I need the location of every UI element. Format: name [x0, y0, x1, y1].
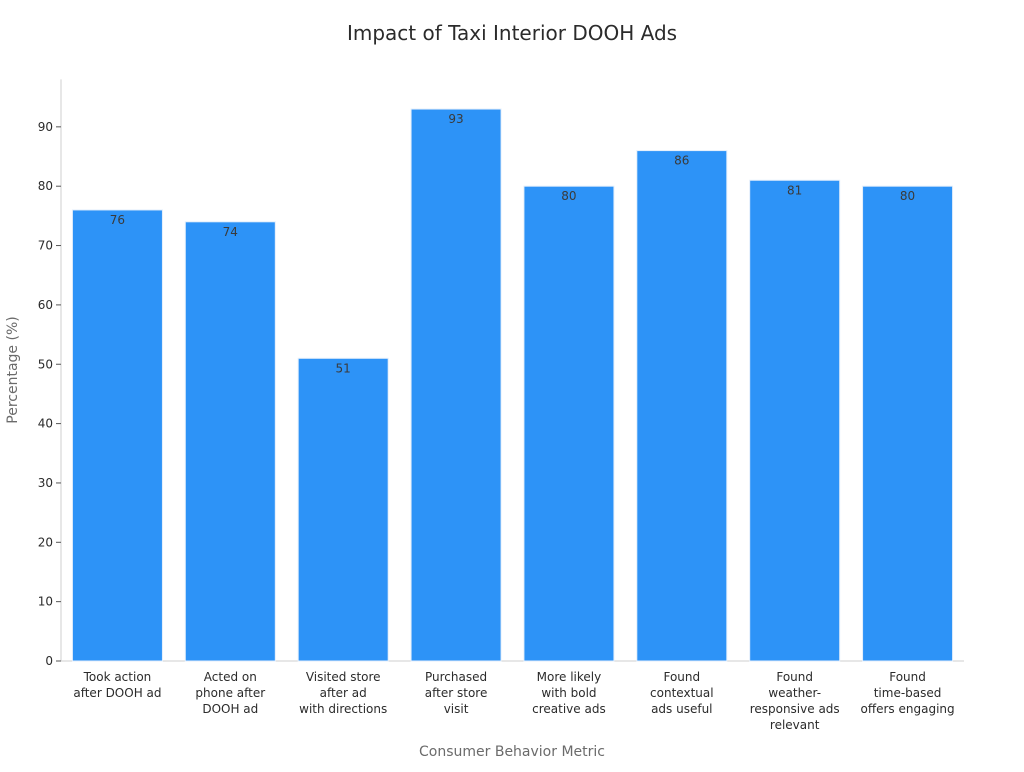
x-tick-label-line: Found: [663, 670, 700, 684]
data-labels: 76 74 51 93 80 86 81 80: [110, 112, 915, 375]
x-tick-label-line: DOOH ad: [202, 702, 258, 716]
x-tick-label-line: relevant: [770, 718, 820, 732]
x-tick-label-line: Found: [889, 670, 926, 684]
x-tick-label: Purchased after store visit: [425, 670, 488, 716]
x-tick-label-line: contextual: [650, 686, 714, 700]
x-axis-title: Consumer Behavior Metric: [419, 744, 605, 760]
x-tick-label: Acted on phone after DOOH ad: [195, 670, 265, 716]
x-tick-label-line: ads useful: [651, 702, 712, 716]
y-tick-label: 60: [38, 298, 53, 312]
bar-value-label: 74: [223, 225, 238, 239]
bar-value-label: 76: [110, 213, 125, 227]
x-tick-label-line: Took action: [83, 670, 152, 684]
bar: [862, 185, 954, 662]
x-tick-label-line: after DOOH ad: [73, 686, 161, 700]
x-tick-label: Found contextual ads useful: [650, 670, 714, 716]
y-tick-label: 0: [45, 654, 53, 668]
x-tick-label-line: with bold: [541, 686, 596, 700]
y-tick-label: 70: [38, 239, 53, 253]
x-tick-label-line: visit: [444, 702, 469, 716]
y-tick-label: 50: [38, 357, 53, 371]
x-tick-label: More likely with bold creative ads: [532, 670, 606, 716]
bar-value-label: 81: [787, 183, 802, 197]
bar-value-label: 80: [561, 189, 576, 203]
x-tick-label: Found weather-responsive ads relevant: [750, 670, 840, 732]
x-tick-label-line: Purchased: [425, 670, 487, 684]
y-tick-label: 40: [38, 417, 53, 431]
y-tick-label: 30: [38, 476, 53, 490]
x-tick-label-line: after ad: [320, 686, 367, 700]
x-tick-label-line: time-based: [874, 686, 942, 700]
bar: [410, 108, 502, 662]
x-tick-label-line: Visited store: [306, 670, 381, 684]
x-tick-label-line: phone after: [195, 686, 265, 700]
x-tick-label-line: More likely: [537, 670, 602, 684]
x-tick-label-line: after store: [425, 686, 488, 700]
x-tick-label-line: Found: [776, 670, 813, 684]
x-tick-label: Took action after DOOH ad: [73, 670, 161, 700]
y-tick-label: 80: [38, 179, 53, 193]
bar: [71, 209, 163, 662]
chart-title: Impact of Taxi Interior DOOH Ads: [347, 21, 677, 45]
bar-value-label: 93: [448, 112, 463, 126]
bar-value-label: 86: [674, 154, 689, 168]
y-tick-labels: 0 10 20 30 40 50 60 70 80 90: [38, 120, 61, 668]
bar: [297, 357, 389, 662]
bar: [523, 185, 615, 662]
bars: [71, 108, 954, 662]
x-tick-label: Visited store after ad with directions: [299, 670, 387, 716]
x-tick-label-line: responsive ads: [750, 702, 840, 716]
bar-value-label: 80: [900, 189, 915, 203]
bar: [636, 150, 728, 662]
x-tick-label-line: Acted on: [204, 670, 257, 684]
bar: [749, 179, 841, 662]
x-tick-label-line: with directions: [299, 702, 387, 716]
x-tick-label: Found time-based offers engaging: [861, 670, 955, 716]
bar: [184, 221, 276, 662]
x-tick-label-line: weather-: [768, 686, 821, 700]
y-tick-label: 90: [38, 120, 53, 134]
y-tick-label: 10: [38, 595, 53, 609]
y-axis-title: Percentage (%): [5, 316, 21, 423]
x-tick-label-line: creative ads: [532, 702, 606, 716]
x-tick-label-line: offers engaging: [861, 702, 955, 716]
y-tick-label: 20: [38, 535, 53, 549]
x-tick-labels: Took action after DOOH ad Acted on phone af…: [73, 670, 954, 732]
bar-value-label: 51: [336, 361, 351, 375]
